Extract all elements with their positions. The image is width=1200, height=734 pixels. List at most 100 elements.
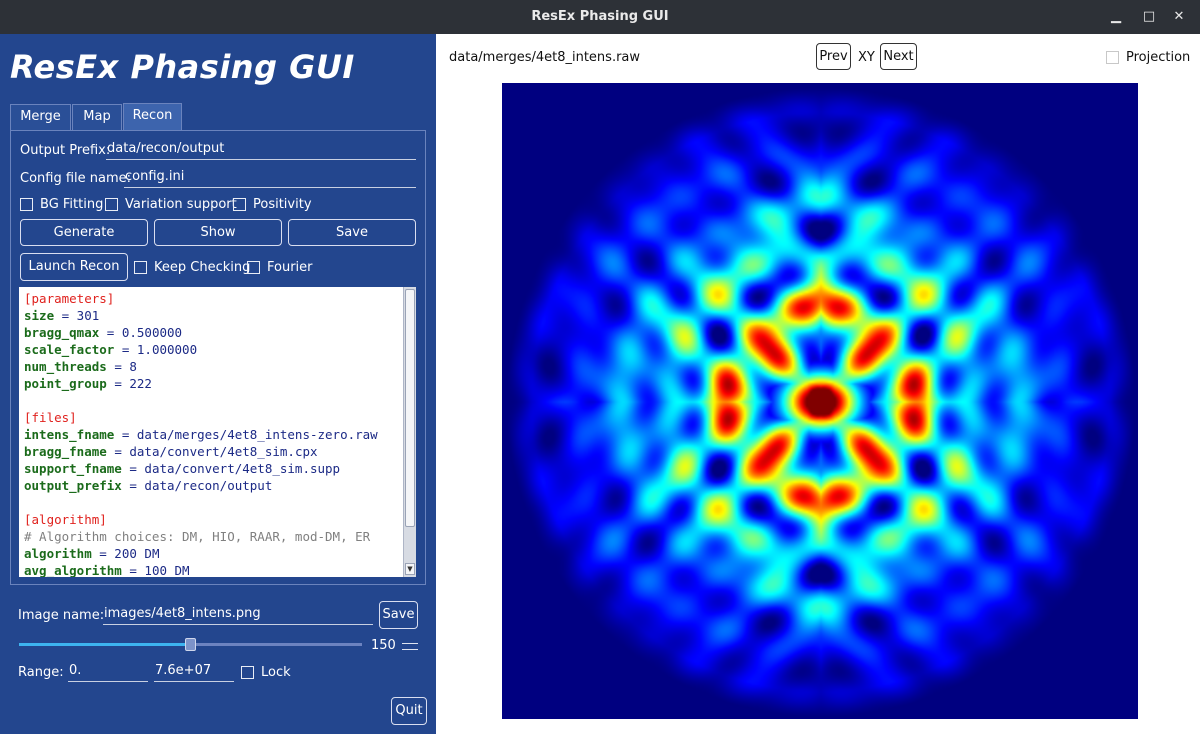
config-value: = 0.500000 [99, 325, 183, 340]
range-label: Range: [18, 665, 64, 680]
fourier-checkbox[interactable]: Fourier [247, 259, 313, 275]
config-line: algorithm = 200 DM [24, 545, 403, 562]
config-value: = data/convert/4et8_sim.supp [121, 461, 341, 476]
scroll-down-icon[interactable]: ▼ [405, 563, 415, 575]
config-file-label: Config file name: [20, 171, 132, 186]
generate-button[interactable]: Generate [20, 219, 148, 246]
recon-tab-panel [10, 130, 426, 585]
config-line: support_fname = data/convert/4et8_sim.su… [24, 460, 403, 477]
config-key: scale_factor [24, 342, 115, 357]
config-editor[interactable]: [parameters] size = 301 bragg_qmax = 0.500… [19, 287, 403, 577]
config-key: output_prefix [24, 478, 122, 493]
config-value: = data/recon/output [121, 478, 273, 493]
config-line: [parameters] [24, 291, 115, 306]
lock-checkbox[interactable]: Lock [241, 664, 291, 680]
intensity-slice-image[interactable] [502, 83, 1138, 719]
slider-fill [19, 643, 191, 646]
checkbox-box[interactable] [20, 197, 33, 211]
config-line: scale_factor = 1.000000 [24, 341, 403, 358]
config-file-input[interactable]: config.ini [124, 168, 416, 188]
config-key: bragg_qmax [24, 325, 100, 340]
save-config-button[interactable]: Save [288, 219, 416, 246]
config-line: bragg_fname = data/convert/4et8_sim.cpx [24, 443, 403, 460]
close-icon[interactable]: ✕ [1173, 9, 1185, 24]
editor-scrollbar[interactable]: ▼ [403, 287, 416, 577]
spinbox-icon[interactable] [402, 638, 418, 652]
config-key: num_threads [24, 359, 107, 374]
plane-label: XY [858, 50, 875, 65]
keep-checking-label: Keep Checking [154, 259, 251, 275]
window-title: ResEx Phasing GUI [531, 9, 669, 24]
config-line: avg_algorithm = 100 DM [24, 562, 403, 577]
config-line: intens_fname = data/merges/4et8_intens-z… [24, 426, 403, 443]
config-key: intens_fname [24, 427, 115, 442]
config-value: = data/merges/4et8_intens-zero.raw [114, 427, 378, 442]
config-key: bragg_fname [24, 444, 107, 459]
quit-button[interactable]: Quit [391, 697, 427, 725]
positivity-checkbox[interactable]: Positivity [233, 196, 312, 212]
config-value: = 301 [54, 308, 100, 323]
config-line [24, 494, 403, 511]
checkbox-box[interactable] [241, 665, 254, 679]
app-title: ResEx Phasing GUI [10, 48, 355, 86]
tab-recon[interactable]: Recon [123, 103, 182, 130]
projection-label: Projection [1126, 50, 1191, 65]
config-line: bragg_qmax = 0.500000 [24, 324, 403, 341]
variation-support-checkbox[interactable]: Variation support [105, 196, 237, 212]
launch-recon-button[interactable]: Launch Recon [20, 253, 128, 281]
slider-value: 150 [371, 638, 396, 653]
config-line: output_prefix = data/recon/output [24, 477, 403, 494]
config-line: point_group = 222 [24, 375, 403, 392]
config-line: [files] [24, 410, 77, 425]
variation-support-label: Variation support [125, 196, 237, 212]
config-line: # Algorithm choices: DM, HIO, RAAR, mod-… [24, 529, 371, 544]
next-button[interactable]: Next [880, 43, 917, 70]
positivity-label: Positivity [253, 196, 312, 212]
slider-handle[interactable] [184, 638, 196, 651]
lock-label: Lock [261, 664, 291, 680]
config-key: size [24, 308, 55, 323]
checkbox-box[interactable] [134, 260, 147, 274]
image-viewer: data/merges/4et8_intens.raw Prev XY Next… [436, 34, 1200, 734]
tab-map[interactable]: Map [72, 104, 122, 130]
config-line: [algorithm] [24, 512, 107, 527]
checkbox-box[interactable] [105, 197, 118, 211]
bg-fitting-label: BG Fitting [40, 196, 104, 212]
checkbox-box[interactable] [233, 197, 246, 211]
save-image-button[interactable]: Save [379, 601, 418, 629]
config-line: size = 301 [24, 307, 403, 324]
config-value: = 1.000000 [114, 342, 198, 357]
image-name-label: Image name: [18, 608, 105, 623]
file-path-label: data/merges/4et8_intens.raw [449, 50, 641, 65]
config-line [24, 392, 403, 409]
bg-fitting-checkbox[interactable]: BG Fitting [20, 196, 103, 212]
fourier-label: Fourier [267, 259, 313, 275]
config-value: = 200 DM [91, 546, 160, 561]
config-value: = 8 [106, 359, 137, 374]
keep-checking-checkbox[interactable]: Keep Checking [134, 259, 250, 275]
output-prefix-input[interactable]: data/recon/output [106, 140, 416, 160]
projection-checkbox[interactable]: Projection [1106, 50, 1190, 65]
slice-slider[interactable] [19, 638, 362, 651]
tab-merge[interactable]: Merge [10, 104, 71, 130]
checkbox-box[interactable] [247, 260, 260, 274]
config-key: algorithm [24, 546, 92, 561]
range-min-input[interactable]: 0. [68, 662, 148, 682]
config-key: support_fname [24, 461, 122, 476]
config-key: point_group [24, 376, 107, 391]
checkbox-box[interactable] [1106, 51, 1119, 64]
config-value: = 100 DM [121, 563, 190, 577]
maximize-icon[interactable]: □ [1142, 9, 1156, 24]
output-prefix-label: Output Prefix: [20, 143, 111, 158]
minimize-icon[interactable]: ▁ [1111, 9, 1121, 24]
config-value: = 222 [106, 376, 152, 391]
scrollbar-thumb[interactable] [405, 289, 415, 527]
config-value: = data/convert/4et8_sim.cpx [106, 444, 318, 459]
show-button[interactable]: Show [154, 219, 282, 246]
config-line: num_threads = 8 [24, 358, 403, 375]
range-max-input[interactable]: 7.6e+07 [154, 662, 234, 682]
window-titlebar: ResEx Phasing GUI ▁ □ ✕ [0, 0, 1200, 34]
prev-button[interactable]: Prev [816, 43, 851, 70]
image-name-input[interactable]: images/4et8_intens.png [103, 605, 373, 625]
control-panel: ResEx Phasing GUI Merge Map Recon Output… [0, 34, 436, 734]
